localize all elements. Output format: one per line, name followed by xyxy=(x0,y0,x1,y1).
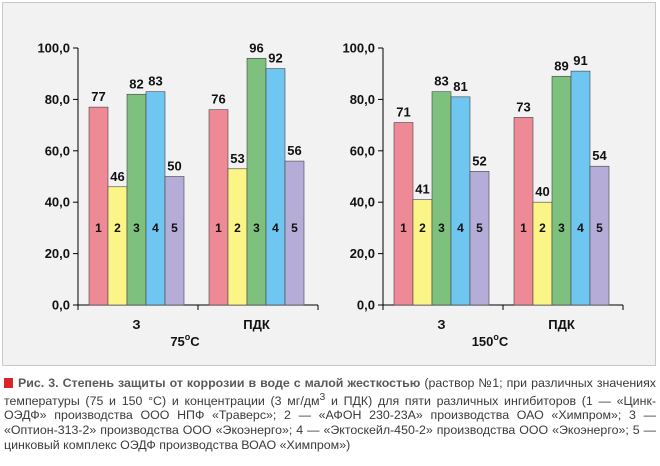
bar-value-label: 92 xyxy=(268,51,282,66)
bar-value-label: 73 xyxy=(516,99,530,114)
caption-marker-icon xyxy=(4,378,13,388)
x-category-label: З xyxy=(132,317,140,332)
bar-series-number: 4 xyxy=(457,221,464,235)
bar xyxy=(570,70,591,306)
bar-series-number: 5 xyxy=(291,221,298,235)
bar-value-label: 76 xyxy=(211,92,225,107)
y-tick-label: 60,0 xyxy=(350,143,375,158)
x-category-label: ПДК xyxy=(548,317,575,332)
temperature-label: 75oC xyxy=(170,332,200,349)
bar xyxy=(88,106,109,306)
bar xyxy=(208,109,229,306)
caption-body-part1: (раствор №1; при различных значениях тем… xyxy=(4,376,657,408)
bar-value-label: 52 xyxy=(472,153,486,168)
x-category-label: З xyxy=(437,317,445,332)
bar-value-label: 89 xyxy=(554,58,568,73)
temperature-unit: C xyxy=(190,334,200,349)
caption-body-part2: и ПДК) для пяти различных ингибиторов (1… xyxy=(4,393,656,452)
bar-series-number: 2 xyxy=(234,221,241,235)
bar-series-number: 4 xyxy=(577,221,584,235)
temperature-value: 150 xyxy=(472,334,494,349)
figure-panel: 0,0 20,0 40,0 60,0 80,0 100,0 77 1 46 2 82 3 83 4 50 5 З… xyxy=(2,2,656,366)
bar-series-number: 1 xyxy=(400,221,407,235)
x-category-label: ПДК xyxy=(243,317,270,332)
y-tick-label: 100,0 xyxy=(342,41,375,56)
bar-value-label: 81 xyxy=(453,79,467,94)
bar-series-number: 3 xyxy=(253,221,260,235)
bar-series-number: 5 xyxy=(476,221,483,235)
temperature-unit: C xyxy=(499,334,509,349)
bar-value-label: 82 xyxy=(129,76,143,91)
bar xyxy=(589,165,610,306)
bar-series-number: 5 xyxy=(171,221,178,235)
bar xyxy=(246,57,267,306)
y-tick-label: 40,0 xyxy=(45,195,70,210)
y-tick-label: 80,0 xyxy=(45,92,70,107)
bar-series-number: 3 xyxy=(438,221,445,235)
bar xyxy=(145,91,166,306)
bar-series-number: 2 xyxy=(419,221,426,235)
bar xyxy=(126,93,147,306)
bar xyxy=(164,176,185,306)
y-tick-label: 20,0 xyxy=(45,246,70,261)
bar xyxy=(284,160,305,306)
bar xyxy=(431,91,452,306)
figure-caption: Рис. 3. Степень защиты от коррозии в вод… xyxy=(4,376,656,452)
temperature-value: 75 xyxy=(170,334,184,349)
y-tick-label: 100,0 xyxy=(37,41,70,56)
bar xyxy=(513,117,534,306)
y-tick-label: 0,0 xyxy=(52,298,70,313)
bar-series-number: 4 xyxy=(152,221,159,235)
bar xyxy=(227,168,248,306)
y-tick-label: 20,0 xyxy=(350,246,375,261)
charts: 0,020,040,060,080,0100,0771462823834505З… xyxy=(37,40,624,349)
y-tick-label: 80,0 xyxy=(350,92,375,107)
bar-value-label: 53 xyxy=(230,151,244,166)
bar-value-label: 54 xyxy=(592,148,607,163)
temperature-degree-sup: o xyxy=(493,332,499,342)
bar-series-number: 1 xyxy=(520,221,527,235)
bar-value-label: 56 xyxy=(287,143,301,158)
bar-series-number: 2 xyxy=(114,221,121,235)
y-tick-label: 40,0 xyxy=(350,195,375,210)
bar-series-number: 4 xyxy=(272,221,279,235)
bar-series-number: 3 xyxy=(133,221,140,235)
bar-value-label: 91 xyxy=(573,53,587,68)
caption-title: Рис. 3. Степень защиты от коррозии в вод… xyxy=(18,376,421,390)
bar-series-number: 5 xyxy=(596,221,603,235)
bar-series-number: 2 xyxy=(539,221,546,235)
bar xyxy=(532,201,553,306)
bar-value-label: 96 xyxy=(249,40,263,55)
y-tick-label: 0,0 xyxy=(357,298,375,313)
bar-series-number: 1 xyxy=(215,221,222,235)
temperature-label: 150oC xyxy=(472,332,509,349)
bar-value-label: 71 xyxy=(396,105,410,120)
bar-value-label: 77 xyxy=(91,89,105,104)
bar-value-label: 46 xyxy=(110,169,124,184)
bar xyxy=(393,122,414,306)
bar-value-label: 41 xyxy=(415,182,429,197)
bar xyxy=(469,171,490,306)
bar-value-label: 83 xyxy=(434,74,448,89)
temperature-degree-sup: o xyxy=(185,332,191,342)
bar-value-label: 40 xyxy=(535,184,549,199)
bar xyxy=(107,186,128,306)
bar-value-label: 83 xyxy=(148,74,162,89)
bar-series-number: 3 xyxy=(558,221,565,235)
bar-series-number: 1 xyxy=(95,221,102,235)
bar xyxy=(551,75,572,306)
y-tick-label: 60,0 xyxy=(45,143,70,158)
bar xyxy=(265,68,286,306)
bar-value-label: 50 xyxy=(167,159,181,174)
bar xyxy=(450,96,471,306)
bar xyxy=(412,199,433,306)
caption-superscript: 3 xyxy=(319,391,326,403)
